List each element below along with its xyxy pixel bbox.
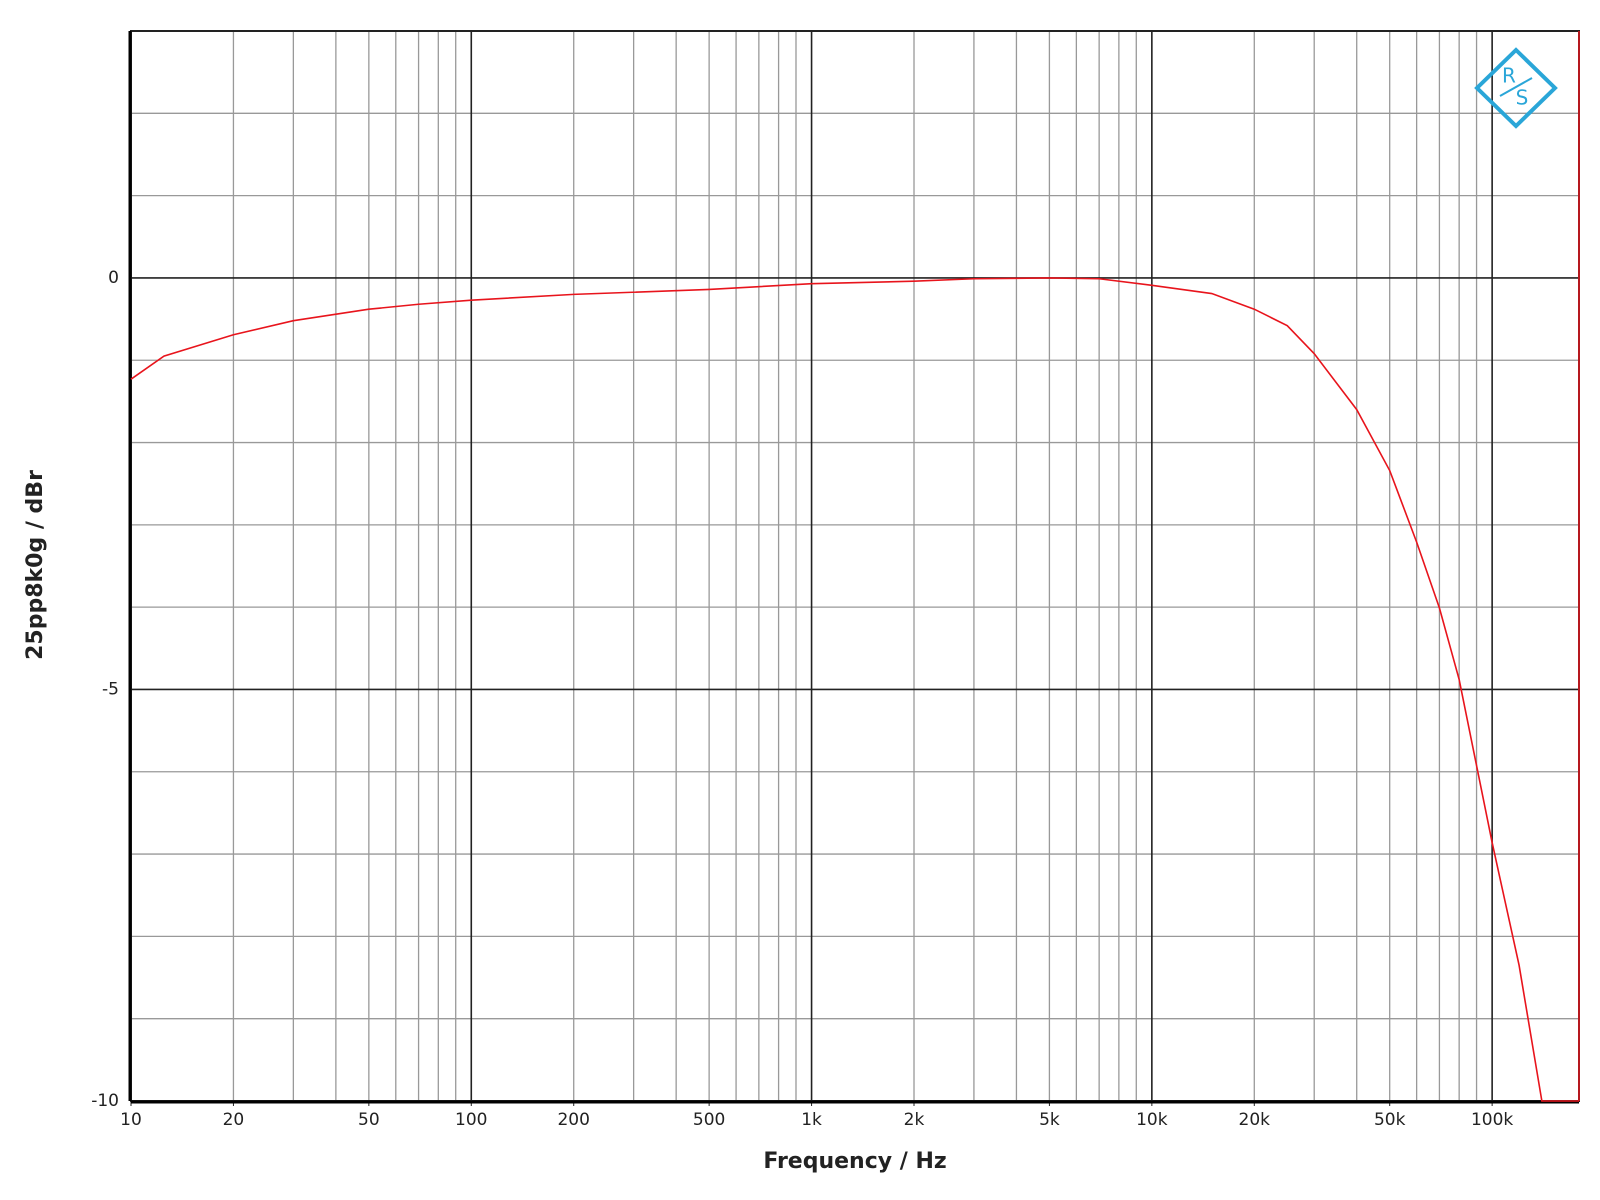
x-axis-title: Frequency / Hz <box>763 1149 946 1174</box>
logo-text: S <box>1516 86 1529 110</box>
x-tick-label: 10 <box>120 1110 142 1130</box>
x-tick-label: 1k <box>801 1110 822 1130</box>
grid: 10 20 50 100 200 500 1k 2k 5k 10k 20k 50k 100k -10 -5 0 <box>91 30 1580 1130</box>
x-tick-label: 500 <box>693 1110 725 1130</box>
logo-text: R <box>1502 64 1516 88</box>
x-tick-label: 100k <box>1471 1110 1513 1130</box>
x-tick-label: 50 <box>358 1110 380 1130</box>
x-tick-label: 20 <box>223 1110 245 1130</box>
x-tick-label: 2k <box>904 1110 925 1130</box>
series-line <box>130 277 1579 1102</box>
y-tick-label: 0 <box>108 268 119 288</box>
x-tick-label: 50k <box>1374 1110 1406 1130</box>
y-tick-label: -5 <box>102 679 119 699</box>
x-tick-label: 100 <box>455 1110 487 1130</box>
x-tick-label: 5k <box>1039 1110 1060 1130</box>
plot-frame <box>130 30 1580 1102</box>
y-axis-title: 25pp8k0g / dBr <box>23 470 48 660</box>
x-tick-label: 20k <box>1239 1110 1271 1130</box>
logo: R S <box>1474 47 1558 129</box>
x-tick-label: 10k <box>1136 1110 1168 1130</box>
x-tick-label: 200 <box>557 1110 589 1130</box>
y-tick-label: -10 <box>91 1091 119 1111</box>
